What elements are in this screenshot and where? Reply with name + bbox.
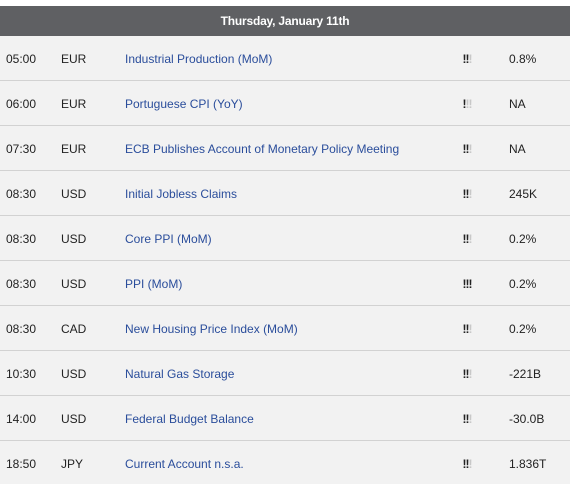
event-row: 05:00 EUR Industrial Production (MoM)!!! 0.…	[0, 36, 570, 81]
date-header-label: Thursday, January 11th	[220, 14, 350, 28]
impact-bang-icon: !	[462, 232, 467, 246]
event-currency: EUR	[61, 142, 87, 156]
impact-bang-icon: !	[468, 412, 473, 426]
event-name-link[interactable]: Natural Gas Storage	[125, 367, 235, 381]
event-value: 0.2%	[509, 322, 537, 336]
event-time: 07:30	[6, 142, 37, 156]
impact-bang-icon: !	[468, 277, 473, 291]
impact-bang-icon: !	[468, 322, 473, 336]
impact-bang-icon: !	[462, 277, 467, 291]
economic-calendar: Thursday, January 11th 05:00 EUR Industria…	[0, 6, 570, 484]
event-row: 14:00 USD Federal Budget Balance!!! -30.0B	[0, 396, 570, 441]
impact-bang-icon: !	[462, 187, 467, 201]
event-currency: USD	[61, 277, 87, 291]
impact-indicator: !!!	[457, 52, 477, 66]
impact-bang-icon: !	[465, 97, 470, 111]
impact-bang-icon: !	[465, 187, 470, 201]
impact-indicator: !!!	[457, 142, 477, 156]
impact-indicator: !!!	[457, 412, 477, 426]
event-row: 08:30 CAD New Housing Price Index (MoM)!!!…	[0, 306, 570, 351]
impact-indicator: !!!	[457, 187, 477, 201]
event-value: -221B	[509, 367, 542, 381]
impact-bang-icon: !	[468, 142, 473, 156]
event-value: NA	[509, 142, 526, 156]
event-name-link[interactable]: Initial Jobless Claims	[125, 187, 238, 201]
impact-bang-icon: !	[468, 232, 473, 246]
impact-bang-icon: !	[462, 367, 467, 381]
event-time: 08:30	[6, 232, 37, 246]
impact-bang-icon: !	[462, 142, 467, 156]
event-row: 08:30 USD Initial Jobless Claims!!! 245K	[0, 171, 570, 216]
impact-bang-icon: !	[468, 367, 473, 381]
impact-bang-icon: !	[465, 52, 470, 66]
event-time: 14:00	[6, 412, 37, 426]
impact-bang-icon: !	[462, 97, 467, 111]
event-row: 08:30 USD PPI (MoM)!!! 0.2%	[0, 261, 570, 306]
event-name-link[interactable]: Federal Budget Balance	[125, 412, 254, 426]
event-value: 0.2%	[509, 232, 537, 246]
impact-bang-icon: !	[465, 412, 470, 426]
impact-bang-icon: !	[462, 457, 467, 471]
event-value: -30.0B	[509, 412, 545, 426]
event-row: 07:30 EUR ECB Publishes Account of Monetar…	[0, 126, 570, 171]
impact-bang-icon: !	[462, 322, 467, 336]
date-header: Thursday, January 11th	[0, 6, 570, 36]
event-time: 05:00	[6, 52, 37, 66]
impact-bang-icon: !	[462, 52, 467, 66]
event-time: 08:30	[6, 277, 37, 291]
event-row: 08:30 USD Core PPI (MoM)!!! 0.2%	[0, 216, 570, 261]
impact-indicator: !!!	[457, 457, 477, 471]
impact-bang-icon: !	[468, 187, 473, 201]
event-value: 0.8%	[509, 52, 537, 66]
event-time: 10:30	[6, 367, 37, 381]
impact-indicator: !!!	[457, 322, 477, 336]
event-currency: USD	[61, 367, 87, 381]
event-value: NA	[509, 97, 526, 111]
event-row: 06:00 EUR Portuguese CPI (YoY)!!! NA	[0, 81, 570, 126]
impact-indicator: !!!	[457, 232, 477, 246]
event-currency: USD	[61, 187, 87, 201]
event-name-link[interactable]: Core PPI (MoM)	[125, 232, 212, 246]
event-time: 08:30	[6, 187, 37, 201]
event-time: 08:30	[6, 322, 37, 336]
event-currency: USD	[61, 232, 87, 246]
impact-indicator: !!!	[457, 367, 477, 381]
impact-bang-icon: !	[465, 142, 470, 156]
event-name-link[interactable]: Current Account n.s.a.	[125, 457, 244, 471]
impact-bang-icon: !	[465, 367, 470, 381]
event-value: 1.836T	[509, 457, 547, 471]
event-row: 10:30 USD Natural Gas Storage!!! -221B	[0, 351, 570, 396]
event-currency: CAD	[61, 322, 87, 336]
impact-bang-icon: !	[468, 52, 473, 66]
impact-bang-icon: !	[462, 412, 467, 426]
impact-bang-icon: !	[465, 277, 470, 291]
impact-bang-icon: !	[468, 457, 473, 471]
event-currency: EUR	[61, 52, 87, 66]
event-name-link[interactable]: ECB Publishes Account of Monetary Policy…	[125, 142, 400, 156]
impact-bang-icon: !	[468, 97, 473, 111]
event-list: 05:00 EUR Industrial Production (MoM)!!! 0.…	[0, 36, 570, 485]
event-value: 0.2%	[509, 277, 537, 291]
impact-bang-icon: !	[465, 457, 470, 471]
event-name-link[interactable]: PPI (MoM)	[125, 277, 183, 291]
event-value: 245K	[509, 187, 538, 201]
event-time: 06:00	[6, 97, 37, 111]
event-currency: USD	[61, 412, 87, 426]
event-name-link[interactable]: Industrial Production (MoM)	[125, 52, 273, 66]
event-name-link[interactable]: Portuguese CPI (YoY)	[125, 97, 243, 111]
event-name-link[interactable]: New Housing Price Index (MoM)	[125, 322, 298, 336]
event-currency: EUR	[61, 97, 87, 111]
impact-bang-icon: !	[465, 322, 470, 336]
event-row: 18:50 JPY Current Account n.s.a.!!! 1.836T	[0, 441, 570, 485]
event-currency: JPY	[61, 457, 84, 471]
impact-indicator: !!!	[457, 97, 477, 111]
impact-indicator: !!!	[457, 277, 477, 291]
event-time: 18:50	[6, 457, 37, 471]
impact-bang-icon: !	[465, 232, 470, 246]
